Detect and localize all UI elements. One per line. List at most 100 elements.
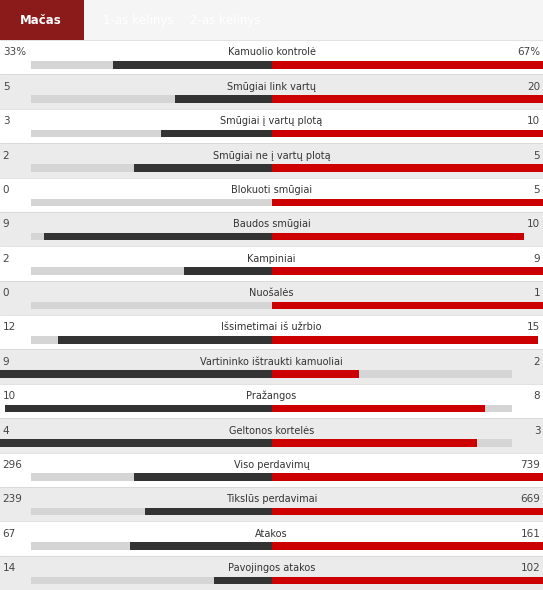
Text: 33%: 33%: [3, 47, 26, 57]
Text: 14: 14: [3, 563, 16, 573]
Bar: [5, 405, 272, 412]
Bar: [272, 61, 543, 68]
Bar: [272, 439, 477, 447]
Text: 12: 12: [3, 322, 16, 332]
Text: 5: 5: [534, 150, 540, 160]
Bar: [31, 267, 512, 275]
Bar: [213, 576, 272, 584]
Text: 161: 161: [520, 529, 540, 539]
Bar: [175, 96, 272, 103]
Text: Smūgiai į vartų plotą: Smūgiai į vartų plotą: [220, 116, 323, 126]
Bar: [161, 130, 272, 137]
Text: 669: 669: [520, 494, 540, 504]
Bar: [0, 178, 543, 212]
Bar: [0, 143, 543, 178]
Bar: [134, 474, 272, 481]
Text: Geltonos kortelės: Geltonos kortelės: [229, 425, 314, 435]
Text: Vartininko ištraukti kamuoliai: Vartininko ištraukti kamuoliai: [200, 357, 343, 367]
Text: 296: 296: [3, 460, 23, 470]
Text: 15: 15: [527, 322, 540, 332]
Bar: [0, 281, 543, 315]
Bar: [0, 247, 543, 281]
Bar: [31, 164, 512, 172]
Text: 10: 10: [527, 219, 540, 230]
Bar: [31, 199, 512, 206]
Text: Smūgiai link vartų: Smūgiai link vartų: [227, 82, 316, 92]
Text: Pavojingos atakos: Pavojingos atakos: [228, 563, 315, 573]
Text: Atakos: Atakos: [255, 529, 288, 539]
Bar: [31, 405, 512, 412]
Text: 2-as kėlinys: 2-as kėlinys: [190, 14, 261, 27]
Bar: [272, 508, 543, 516]
Bar: [272, 371, 359, 378]
Text: 2: 2: [534, 357, 540, 367]
Bar: [134, 164, 272, 172]
Text: 9: 9: [3, 219, 9, 230]
Bar: [272, 405, 485, 412]
Text: 2: 2: [3, 254, 9, 264]
Bar: [31, 301, 512, 309]
Text: 10: 10: [527, 116, 540, 126]
Text: Nuošalės: Nuošalės: [249, 288, 294, 298]
Bar: [0, 418, 543, 453]
Bar: [31, 336, 512, 343]
Bar: [31, 371, 512, 378]
Bar: [44, 233, 272, 241]
Bar: [0, 74, 543, 109]
Text: 5: 5: [534, 185, 540, 195]
Text: 0: 0: [3, 288, 9, 298]
Text: Kampiniai: Kampiniai: [247, 254, 296, 264]
Bar: [0, 212, 543, 247]
Bar: [31, 130, 512, 137]
Bar: [31, 508, 512, 516]
Text: 1-as kėlinys: 1-as kėlinys: [103, 14, 174, 27]
Text: Mačas: Mačas: [20, 14, 61, 27]
Text: 9: 9: [534, 254, 540, 264]
Text: Pražangos: Pražangos: [247, 391, 296, 401]
Text: 739: 739: [520, 460, 540, 470]
Bar: [31, 96, 512, 103]
Bar: [272, 130, 543, 137]
Bar: [113, 61, 272, 68]
Text: 9: 9: [3, 357, 9, 367]
Text: Baudos smūgiai: Baudos smūgiai: [232, 219, 311, 230]
Bar: [184, 267, 272, 275]
Bar: [145, 508, 272, 516]
Text: 3: 3: [3, 116, 9, 126]
Text: 10: 10: [3, 391, 16, 401]
Text: Smūgiai ne į vartų plotą: Smūgiai ne į vartų plotą: [213, 150, 330, 160]
Text: 4: 4: [3, 425, 9, 435]
Bar: [31, 233, 512, 241]
Text: 20: 20: [527, 82, 540, 92]
Bar: [0, 453, 543, 487]
Bar: [272, 96, 543, 103]
Bar: [31, 61, 512, 68]
Text: Blokuoti smūgiai: Blokuoti smūgiai: [231, 185, 312, 195]
Bar: [0, 315, 543, 349]
Bar: [272, 336, 538, 343]
Bar: [272, 576, 543, 584]
Bar: [0, 349, 543, 384]
Text: 8: 8: [534, 391, 540, 401]
Text: 3: 3: [534, 425, 540, 435]
Text: Išsimetimai iš užrbio: Išsimetimai iš užrbio: [221, 322, 322, 332]
Text: Viso perdavimų: Viso perdavimų: [233, 460, 310, 470]
Text: Tikslūs perdavimai: Tikslūs perdavimai: [226, 494, 317, 504]
Bar: [272, 474, 543, 481]
Text: 5: 5: [3, 82, 9, 92]
Bar: [31, 474, 512, 481]
Bar: [0, 522, 543, 556]
Bar: [0, 40, 543, 74]
Bar: [272, 301, 543, 309]
Bar: [272, 542, 543, 550]
Text: 0: 0: [3, 185, 9, 195]
Bar: [58, 336, 272, 343]
Bar: [0, 371, 272, 378]
Bar: [272, 267, 543, 275]
Bar: [0, 439, 272, 447]
Text: 67%: 67%: [517, 47, 540, 57]
Bar: [31, 542, 512, 550]
Bar: [0, 556, 543, 590]
Bar: [0, 0, 84, 40]
Bar: [272, 233, 524, 241]
